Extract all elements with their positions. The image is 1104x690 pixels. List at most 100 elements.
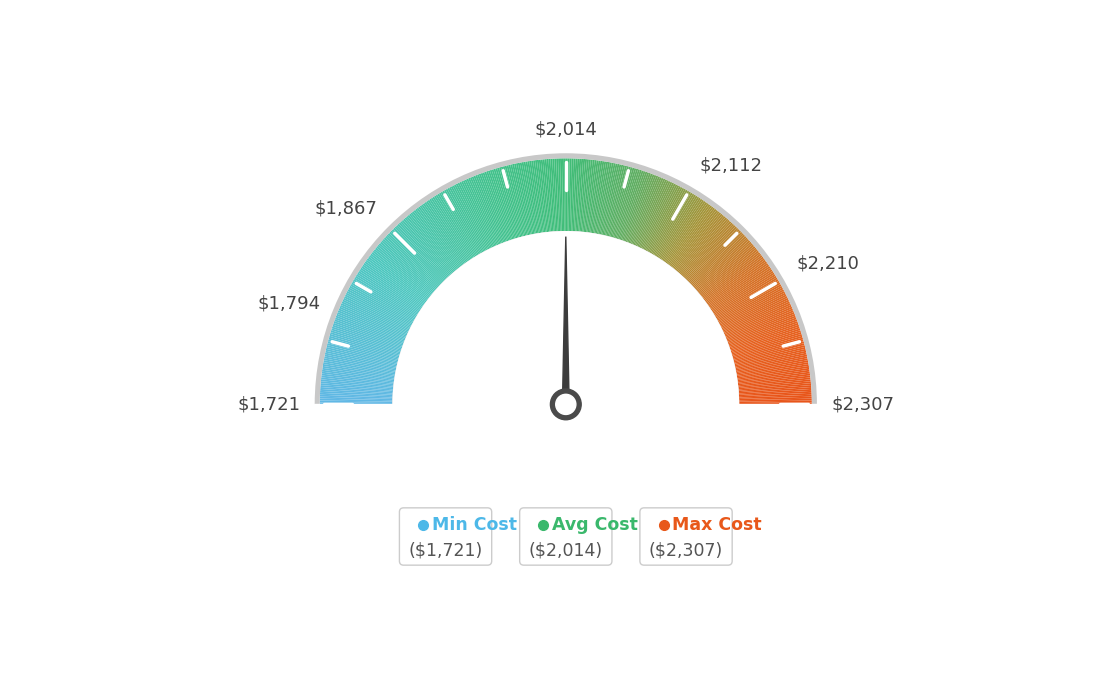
Wedge shape (463, 180, 495, 247)
Wedge shape (613, 168, 635, 238)
Wedge shape (562, 158, 564, 231)
Wedge shape (325, 356, 395, 372)
Wedge shape (736, 362, 808, 376)
Wedge shape (446, 189, 482, 253)
Wedge shape (332, 326, 402, 351)
Wedge shape (520, 162, 534, 234)
Wedge shape (733, 342, 804, 362)
Wedge shape (456, 184, 489, 249)
Wedge shape (592, 161, 604, 233)
Wedge shape (328, 339, 399, 360)
Wedge shape (690, 233, 744, 285)
Wedge shape (618, 170, 641, 239)
Text: ($2,307): ($2,307) (649, 542, 723, 560)
Wedge shape (443, 190, 480, 255)
Wedge shape (715, 279, 778, 317)
Wedge shape (650, 190, 688, 254)
Wedge shape (680, 220, 730, 275)
Wedge shape (549, 159, 555, 231)
Wedge shape (388, 233, 442, 285)
Wedge shape (599, 163, 616, 235)
Wedge shape (707, 262, 767, 305)
Wedge shape (567, 158, 570, 231)
Wedge shape (331, 328, 401, 352)
Wedge shape (635, 179, 666, 246)
Wedge shape (488, 170, 512, 240)
Wedge shape (689, 230, 741, 283)
Wedge shape (349, 288, 413, 323)
Wedge shape (603, 164, 619, 235)
Wedge shape (336, 315, 404, 343)
Wedge shape (415, 209, 460, 268)
Wedge shape (728, 317, 797, 344)
Wedge shape (320, 391, 393, 396)
Wedge shape (320, 395, 393, 399)
Wedge shape (734, 347, 806, 365)
Wedge shape (326, 349, 397, 366)
Wedge shape (626, 173, 652, 242)
Wedge shape (491, 169, 514, 239)
Wedge shape (349, 286, 414, 322)
Wedge shape (665, 202, 708, 262)
Wedge shape (362, 264, 423, 307)
Wedge shape (736, 364, 809, 377)
Wedge shape (406, 216, 454, 273)
Wedge shape (597, 162, 612, 234)
Wedge shape (350, 284, 414, 321)
Wedge shape (718, 286, 783, 322)
Wedge shape (702, 252, 761, 298)
Wedge shape (673, 211, 720, 269)
Wedge shape (728, 314, 795, 342)
Wedge shape (320, 387, 393, 393)
Text: $2,307: $2,307 (831, 395, 894, 413)
Wedge shape (565, 158, 567, 231)
Wedge shape (661, 199, 702, 260)
Wedge shape (402, 220, 452, 275)
Wedge shape (715, 281, 779, 319)
Text: $2,014: $2,014 (534, 121, 597, 139)
Wedge shape (338, 310, 405, 339)
Wedge shape (739, 395, 811, 399)
Wedge shape (325, 355, 396, 371)
Wedge shape (342, 299, 408, 332)
Wedge shape (629, 175, 658, 244)
Wedge shape (393, 228, 445, 281)
Wedge shape (617, 169, 640, 239)
Wedge shape (728, 315, 796, 343)
Wedge shape (630, 177, 660, 244)
Wedge shape (337, 314, 404, 342)
Wedge shape (614, 168, 636, 238)
Text: $1,867: $1,867 (315, 199, 378, 217)
Wedge shape (725, 306, 793, 337)
Wedge shape (558, 159, 562, 231)
Wedge shape (323, 362, 395, 376)
Wedge shape (426, 201, 468, 262)
Wedge shape (459, 181, 492, 248)
Wedge shape (652, 192, 691, 255)
Wedge shape (671, 209, 716, 268)
Wedge shape (737, 370, 809, 382)
Wedge shape (688, 229, 740, 282)
Wedge shape (329, 337, 399, 359)
Wedge shape (337, 312, 405, 341)
Wedge shape (736, 356, 807, 372)
Wedge shape (739, 387, 811, 393)
Wedge shape (322, 368, 394, 380)
Wedge shape (584, 159, 593, 232)
Wedge shape (672, 210, 718, 268)
Wedge shape (713, 276, 776, 315)
Wedge shape (486, 171, 511, 240)
Wedge shape (595, 162, 611, 234)
Wedge shape (627, 174, 655, 243)
Wedge shape (382, 239, 437, 288)
Wedge shape (378, 244, 434, 293)
Wedge shape (376, 246, 433, 294)
Wedge shape (440, 192, 479, 255)
Wedge shape (729, 321, 798, 347)
Wedge shape (421, 204, 465, 264)
Wedge shape (733, 339, 804, 360)
Wedge shape (731, 331, 802, 353)
Wedge shape (624, 172, 649, 242)
Wedge shape (397, 224, 448, 278)
Wedge shape (598, 163, 614, 235)
